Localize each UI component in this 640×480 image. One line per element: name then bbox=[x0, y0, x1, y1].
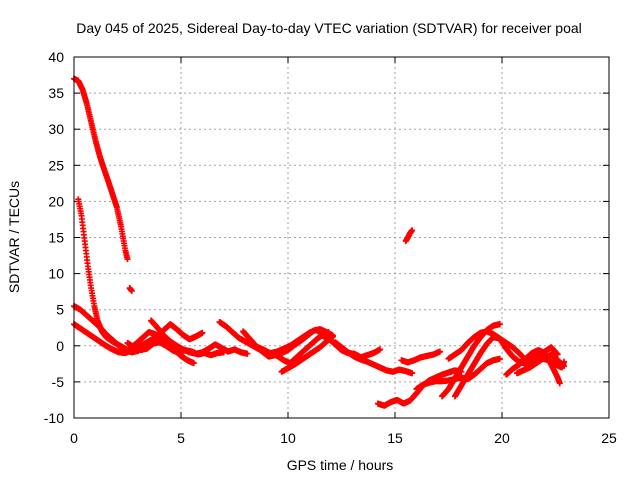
data-series-track-w bbox=[513, 355, 568, 377]
data-series-track-n bbox=[332, 339, 416, 377]
x-tick-label: 20 bbox=[494, 430, 510, 446]
data-series-track-q bbox=[398, 348, 443, 366]
y-tick-label: 35 bbox=[48, 85, 64, 101]
data-series-track-b bbox=[126, 285, 135, 294]
x-tick-label: 5 bbox=[177, 430, 185, 446]
y-tick-label: -10 bbox=[44, 410, 64, 426]
y-tick-label: 5 bbox=[56, 302, 64, 318]
data-point bbox=[199, 329, 206, 336]
plot-frame bbox=[73, 56, 610, 419]
axis-ticks: 0 5 10 15 20 25 -10 -5 0 5 10 15 20 25 30 35 40 bbox=[44, 49, 617, 446]
y-tick-label: 40 bbox=[48, 49, 64, 65]
y-tick-label: 10 bbox=[48, 266, 64, 282]
data-series-track-p bbox=[402, 227, 416, 245]
x-tick-label: 10 bbox=[280, 430, 296, 446]
data-series-track-v bbox=[503, 347, 563, 387]
data-point bbox=[377, 346, 384, 353]
data-point bbox=[409, 227, 416, 234]
data-point bbox=[128, 287, 135, 294]
data-series-track-h bbox=[126, 329, 197, 367]
data-point bbox=[329, 333, 336, 340]
y-tick-label: 30 bbox=[48, 121, 64, 137]
y-axis-label: SDTVAR / TECUs bbox=[6, 181, 22, 293]
y-tick-label: -5 bbox=[52, 374, 65, 390]
data-point bbox=[409, 370, 416, 377]
y-tick-label: 25 bbox=[48, 157, 64, 173]
data-point bbox=[554, 351, 561, 358]
data-series-track-d bbox=[71, 303, 142, 356]
y-tick-label: 20 bbox=[48, 193, 64, 209]
data-series-track-g bbox=[148, 317, 251, 357]
data-point bbox=[124, 256, 131, 263]
data-points bbox=[71, 75, 568, 409]
y-tick-label: 15 bbox=[48, 230, 64, 246]
x-axis-label: GPS time / hours bbox=[287, 457, 394, 473]
data-series-track-l bbox=[278, 333, 336, 375]
data-point bbox=[561, 358, 568, 365]
data-point bbox=[556, 380, 563, 387]
data-point bbox=[436, 348, 443, 355]
data-point bbox=[325, 329, 332, 336]
chart-title: Day 045 of 2025, Sidereal Day-to-day VTE… bbox=[76, 20, 582, 36]
x-tick-label: 0 bbox=[70, 430, 78, 446]
data-point bbox=[496, 355, 503, 362]
data-series-track-r bbox=[413, 355, 503, 393]
data-point bbox=[244, 350, 251, 357]
x-tick-label: 15 bbox=[387, 430, 403, 446]
data-point bbox=[496, 321, 503, 328]
x-tick-label: 25 bbox=[601, 430, 617, 446]
y-tick-label: 0 bbox=[56, 338, 64, 354]
data-point bbox=[190, 360, 197, 367]
grid bbox=[74, 57, 609, 418]
data-series-track-a bbox=[71, 75, 131, 263]
